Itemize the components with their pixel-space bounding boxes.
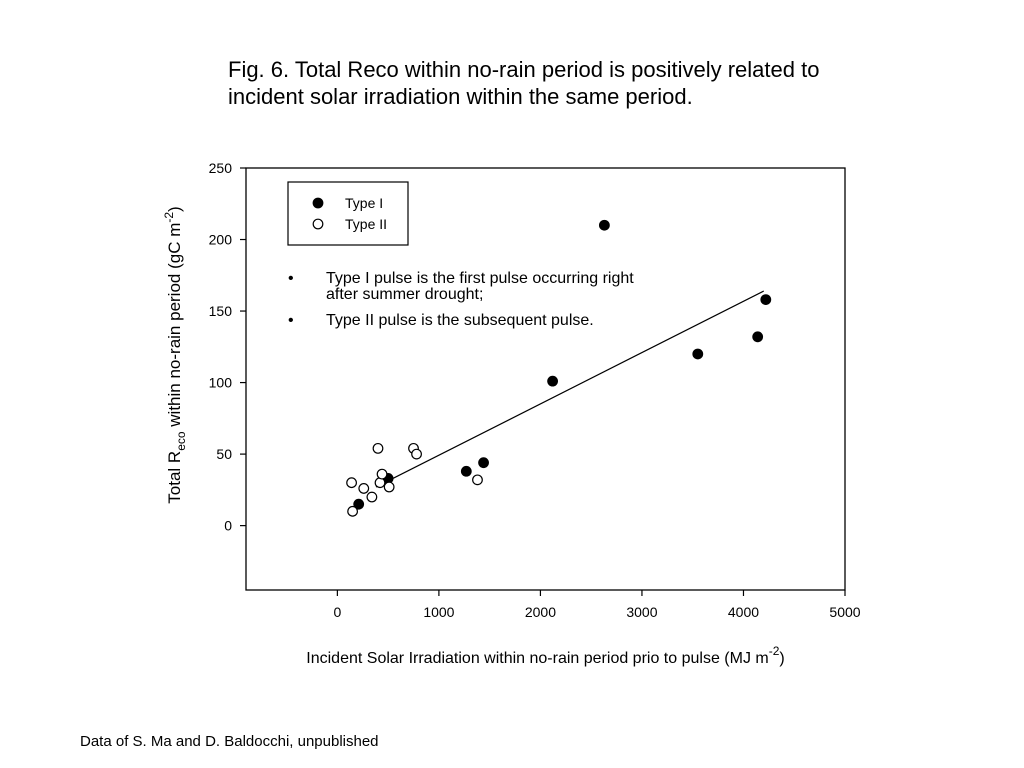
data-point-type-1 xyxy=(598,219,610,231)
y-axis-label: Total Reco within no-rain period (gC m-2… xyxy=(162,206,188,503)
data-credit: Data of S. Ma and D. Baldocchi, unpublis… xyxy=(80,733,379,750)
y-tick-label: 200 xyxy=(209,232,233,248)
data-point-type-2 xyxy=(346,477,357,489)
regression-line xyxy=(375,290,765,488)
data-point-type-1 xyxy=(692,348,704,360)
legend-box xyxy=(287,181,409,246)
data-point-type-2 xyxy=(383,481,395,493)
data-point-type-2 xyxy=(376,468,388,480)
data-point-type-2 xyxy=(358,483,370,494)
data-point-type-1 xyxy=(547,375,559,387)
y-tick-label: 100 xyxy=(209,375,233,391)
y-tick-label: 150 xyxy=(209,303,233,319)
data-point-type-2 xyxy=(366,491,378,503)
data-point-type-2 xyxy=(411,448,422,460)
x-tick-label: 1000 xyxy=(423,604,454,620)
legend-label-type-2: Type II xyxy=(345,216,387,232)
x-tick-label: 2000 xyxy=(525,604,556,620)
x-tick-label: 5000 xyxy=(829,604,860,620)
annotation-text: Type II pulse is the subsequent pulse. xyxy=(326,312,594,329)
data-point-type-1 xyxy=(478,457,489,469)
data-point-type-1 xyxy=(760,294,772,306)
data-point-type-1 xyxy=(752,331,764,343)
x-tick-label: 4000 xyxy=(728,604,759,620)
data-point-type-1 xyxy=(353,498,365,510)
y-tick-label: 0 xyxy=(224,518,232,534)
annotation-text: Type I pulse is the first pulse occurrin… xyxy=(326,270,634,287)
x-axis-label: Incident Solar Irradiation within no-rai… xyxy=(306,644,784,667)
y-tick-label: 250 xyxy=(209,160,233,176)
annotation-text: after summer drought; xyxy=(326,286,483,303)
data-point-type-1 xyxy=(460,465,472,477)
annotation-bullet: • xyxy=(288,312,294,329)
figure-title-line-1: Fig. 6. Total Reco within no-rain period… xyxy=(228,57,820,82)
y-tick-label: 50 xyxy=(216,446,232,462)
figure-title: Fig. 6. Total Reco within no-rain period… xyxy=(228,56,928,110)
x-tick-label: 3000 xyxy=(626,604,657,620)
annotation-bullet: • xyxy=(288,270,294,287)
x-tick-label: 0 xyxy=(333,604,341,620)
legend-marker-type-2 xyxy=(312,218,324,230)
legend-marker-type-1 xyxy=(312,197,324,209)
figure-title-line-2: incident solar irradiation within the sa… xyxy=(228,84,693,109)
plot-frame xyxy=(245,167,846,591)
data-point-type-2 xyxy=(347,505,359,517)
data-point-type-2 xyxy=(472,474,483,486)
data-point-type-2 xyxy=(372,442,384,454)
legend-label-type-1: Type I xyxy=(345,195,383,211)
